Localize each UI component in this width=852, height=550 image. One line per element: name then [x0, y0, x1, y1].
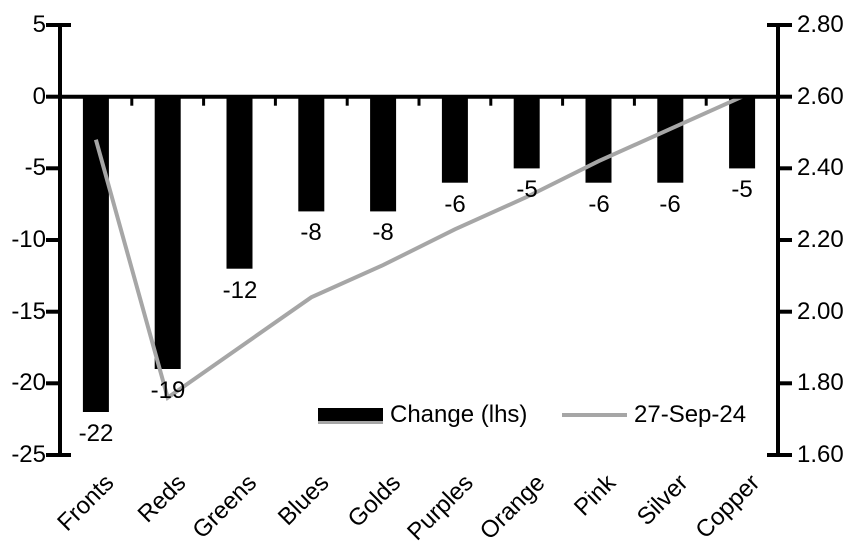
right-axis-tick-label: 1.80 [797, 369, 844, 396]
legend-bar-label: Change (lhs) [390, 401, 528, 428]
right-axis-tick-label: 1.60 [797, 441, 844, 468]
bar-orange [513, 96, 540, 169]
bar-data-label: -5 [516, 176, 538, 203]
series-line-27-sep-24 [93, 94, 743, 401]
right-axis-line [767, 23, 780, 457]
bar-data-label: -19 [150, 377, 186, 404]
right-axis-tick-label: 2.80 [797, 11, 844, 38]
bar-greens [226, 96, 253, 269]
bar-data-label: -12 [222, 277, 258, 304]
left-axis-tick-label: -20 [11, 369, 46, 396]
left-axis-tick-label: -15 [11, 298, 46, 325]
bar-data-label: -8 [300, 219, 322, 246]
bar-silver [657, 96, 684, 183]
legend-bar-underline [318, 421, 383, 424]
bar-data-label: -6 [659, 191, 681, 218]
right-axis-tick-label: 2.00 [797, 298, 844, 325]
legend-line-swatch [562, 413, 627, 417]
bar-copper [729, 96, 756, 169]
bar-data-label: -6 [588, 191, 610, 218]
bar-data-label: -8 [372, 219, 394, 246]
legend-bar-swatch [318, 408, 383, 424]
left-axis-line [58, 23, 71, 457]
bar-blues [298, 96, 325, 212]
bar-data-label: -6 [444, 191, 466, 218]
right-axis-tick-label: 2.60 [797, 83, 844, 110]
bar-reds [154, 96, 181, 369]
left-axis-tick-label: -25 [11, 441, 46, 468]
bar-data-label: -22 [78, 420, 114, 447]
bar-pink [585, 96, 612, 183]
right-axis-tick-label: 2.40 [797, 154, 844, 181]
left-axis-tick-label: 5 [32, 11, 46, 38]
left-axis-tick-label: 0 [32, 83, 46, 110]
legend-line-label: 27-Sep-24 [634, 401, 747, 428]
bar-purples [441, 96, 468, 183]
bar-data-label: -5 [731, 176, 753, 203]
bar-golds [370, 96, 397, 212]
right-axis-tick-label: 2.20 [797, 226, 844, 253]
left-axis-tick-label: -5 [24, 154, 46, 181]
bar-fronts [82, 96, 109, 412]
left-axis-tick-label: -10 [11, 226, 46, 253]
